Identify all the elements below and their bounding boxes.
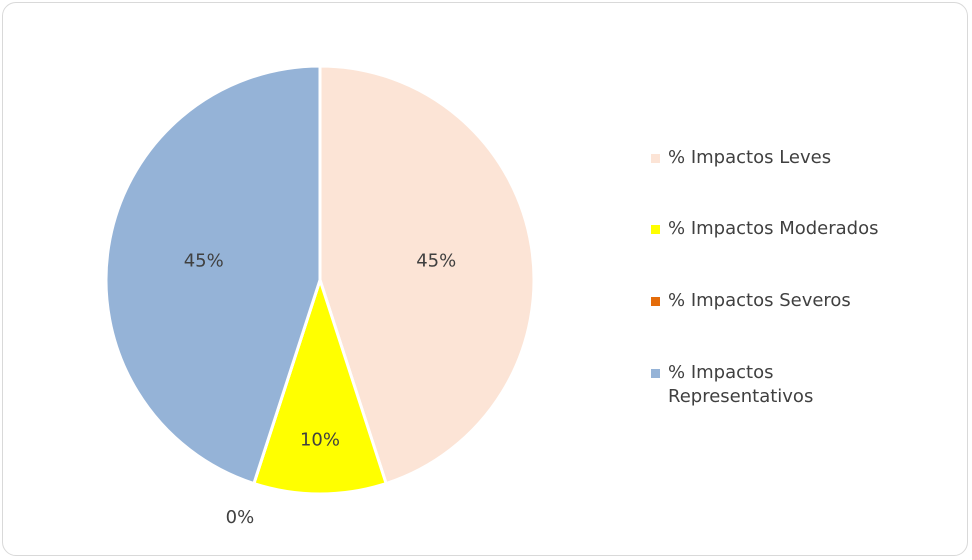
- legend-label-leves: % Impactos Leves: [668, 147, 832, 168]
- legend-swatch-leves: [651, 154, 660, 163]
- legend-label-moderados: % Impactos Moderados: [668, 218, 879, 239]
- legend-label-representativos: % Impactos Representativos: [668, 362, 814, 407]
- legend-swatch-severos: [651, 297, 660, 306]
- data-label-leves: 45%: [416, 251, 456, 272]
- data-label-representativos: 45%: [184, 251, 224, 272]
- legend-item-representativos: % Impactos Representativos: [651, 361, 868, 409]
- legend-item-moderados: % Impactos Moderados: [651, 217, 968, 241]
- legend-swatch-representativos: [651, 369, 660, 378]
- data-label-severos: 0%: [226, 507, 255, 528]
- pie-slice-representativos: [104, 64, 322, 486]
- pie-slices: [104, 64, 536, 496]
- legend-swatch-moderados: [651, 225, 660, 234]
- legend-item-severos: % Impactos Severos: [651, 289, 868, 313]
- data-label-moderados: 10%: [300, 430, 340, 451]
- pie-data-labels: 45% 10% 0% 45%: [184, 251, 457, 528]
- legend-item-leves: % Impactos Leves: [651, 146, 868, 170]
- legend-label-severos: % Impactos Severos: [668, 290, 851, 311]
- pie-slice-leves: [318, 64, 536, 486]
- pie-slice-moderados: [252, 278, 388, 496]
